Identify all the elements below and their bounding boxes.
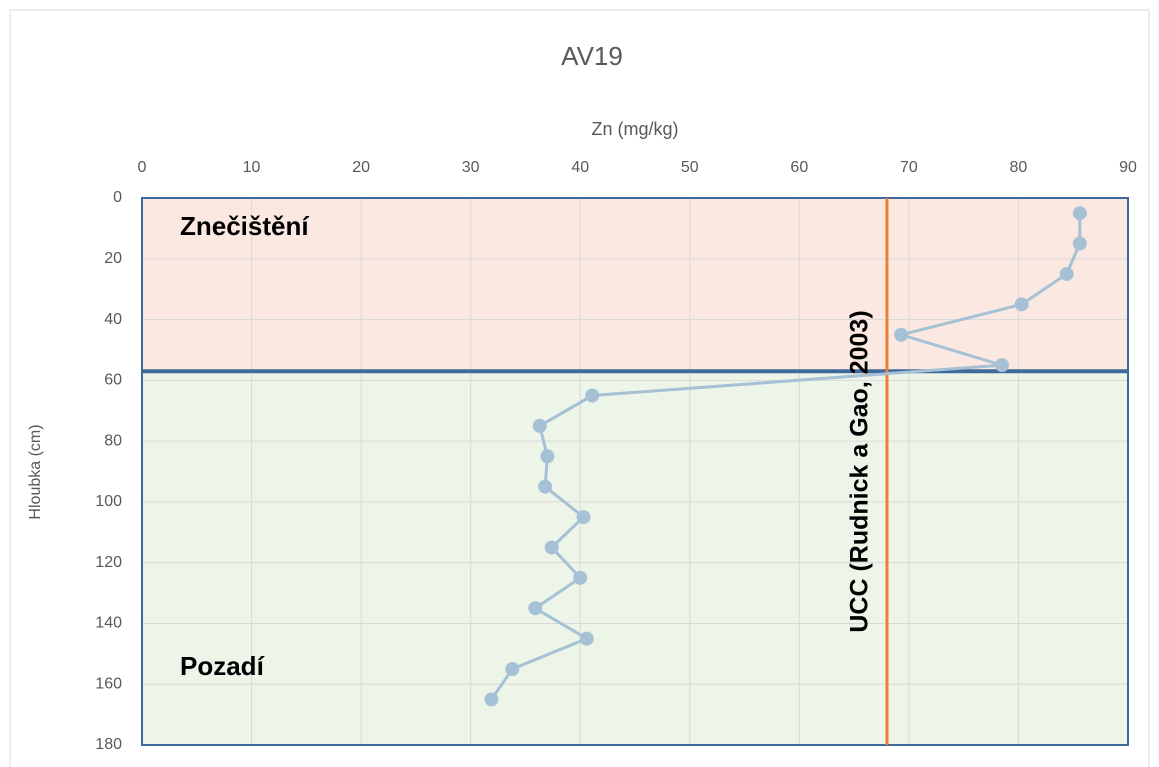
data-point [995, 358, 1010, 373]
x-axis-label: Zn (mg/kg) [591, 119, 678, 139]
data-point [579, 631, 594, 646]
x-tick-label: 10 [243, 159, 261, 176]
x-tick-label: 70 [900, 159, 918, 176]
data-point [573, 570, 588, 585]
zone-label: Pozadí [180, 651, 265, 681]
chart-title: AV19 [561, 41, 623, 71]
x-tick-label: 40 [571, 159, 589, 176]
data-point [538, 479, 553, 494]
y-tick-label: 160 [95, 675, 122, 692]
data-point [585, 388, 600, 403]
x-tick-label: 30 [462, 159, 480, 176]
data-point [1059, 266, 1074, 281]
y-tick-label: 140 [95, 615, 122, 632]
x-tick-label: 50 [681, 159, 699, 176]
zone-label: Znečištění [180, 211, 309, 241]
data-point [505, 662, 520, 677]
y-tick-label: 180 [95, 736, 122, 753]
y-tick-label: 80 [104, 432, 122, 449]
data-point [484, 692, 499, 707]
data-point [1072, 206, 1087, 221]
y-axis-label: Hloubka (cm) [27, 424, 44, 519]
zone [142, 371, 1128, 745]
data-point [894, 327, 909, 342]
data-point [544, 540, 559, 555]
plot-border [141, 197, 1129, 746]
chart-frame [9, 9, 1150, 767]
x-tick-label: 60 [790, 159, 808, 176]
x-tick-label: 20 [352, 159, 370, 176]
x-tick-label: 90 [1119, 159, 1137, 176]
y-tick-label: 40 [104, 311, 122, 328]
data-point [540, 449, 555, 464]
y-tick-label: 120 [95, 554, 122, 571]
y-tick-label: 0 [113, 189, 122, 206]
data-point [1014, 297, 1029, 312]
data-point [532, 418, 547, 433]
data-point [1072, 236, 1087, 251]
data-point [528, 601, 543, 616]
data-point [576, 510, 591, 525]
y-tick-label: 20 [104, 250, 122, 267]
y-tick-label: 60 [104, 372, 122, 389]
x-tick-label: 80 [1010, 159, 1028, 176]
y-tick-label: 100 [95, 493, 122, 510]
reference-label: UCC (Rudnick a Gao, 2003) [846, 310, 874, 632]
x-tick-label: 0 [138, 159, 147, 176]
zone [142, 198, 1128, 372]
